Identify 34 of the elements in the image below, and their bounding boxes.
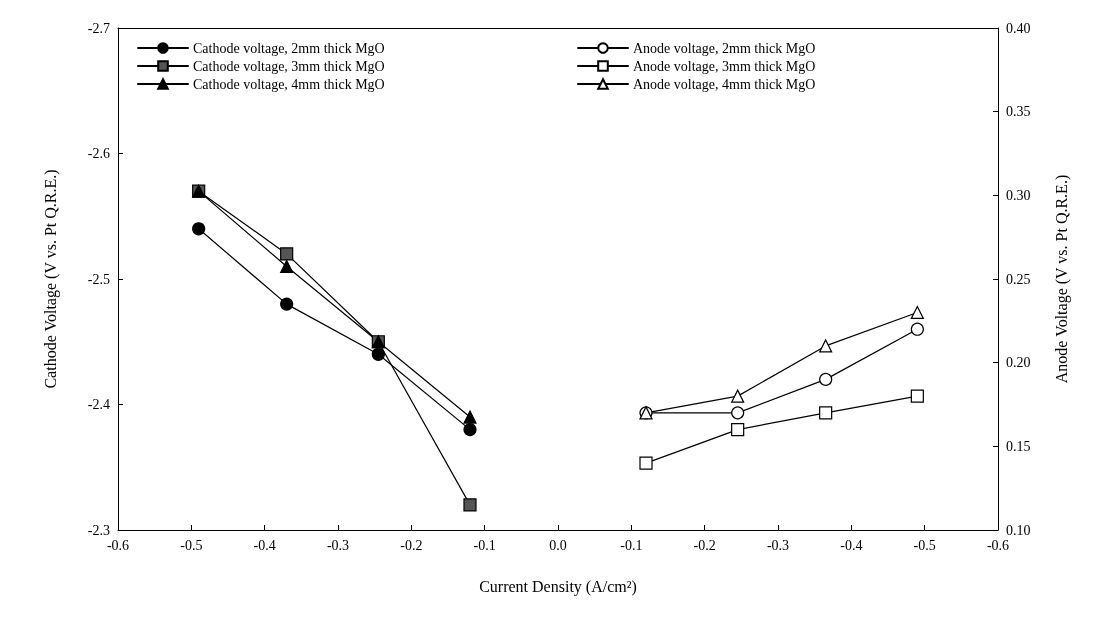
x-tick-label: -0.2 <box>693 537 716 553</box>
legend-label: Cathode voltage, 4mm thick MgO <box>193 76 385 92</box>
x-tick-label: -0.4 <box>253 537 276 553</box>
x-tick-label: -0.5 <box>180 537 203 553</box>
x-tick-label: -0.1 <box>473 537 496 553</box>
x-axis-title: Current Density (A/cm²) <box>479 577 637 596</box>
x-tick-label: -0.4 <box>840 537 863 553</box>
x-tick-label: -0.3 <box>766 537 790 553</box>
y-tick-label: -2.7 <box>87 20 110 36</box>
y-tick-label: -2.4 <box>87 397 110 412</box>
x-tick-label: -0.5 <box>913 537 936 553</box>
y-tick-label: -2.5 <box>87 271 110 287</box>
x-tick-label: -0.2 <box>400 537 423 553</box>
y2-tick-label: 0.15 <box>1006 438 1031 454</box>
x-tick-label: -0.6 <box>106 537 130 553</box>
y2-tick-label: 0.35 <box>1006 104 1031 120</box>
x-tick-label: -0.3 <box>326 537 350 553</box>
legend-label: Anode voltage, 3mm thick MgO <box>633 58 816 74</box>
y2-tick-label: 0.30 <box>1006 187 1031 203</box>
y2-tick-label: 0.10 <box>1006 522 1031 538</box>
y2-tick-label: 0.20 <box>1006 355 1031 371</box>
y2-tick-label: 0.25 <box>1006 271 1031 287</box>
x-tick-label: -0.1 <box>620 537 643 553</box>
x-tick-label: -0.6 <box>986 537 1010 553</box>
legend-label: Anode voltage, 4mm thick MgO <box>633 76 816 92</box>
y-tick-label: -2.6 <box>87 146 110 161</box>
legend-label: Cathode voltage, 3mm thick MgO <box>193 58 385 74</box>
x-tick-label: 0.0 <box>549 537 567 553</box>
y-axis-title: Cathode Voltage (V vs. Pt Q.R.E.) <box>41 169 60 389</box>
legend-label: Anode voltage, 2mm thick MgO <box>633 40 816 56</box>
y-tick-label: -2.3 <box>87 522 110 538</box>
legend-label: Cathode voltage, 2mm thick MgO <box>193 40 385 56</box>
y2-tick-label: 0.40 <box>1006 20 1031 36</box>
y2-axis-title: Anode Voltage (V vs. Pt Q.R.E.) <box>1052 174 1071 384</box>
